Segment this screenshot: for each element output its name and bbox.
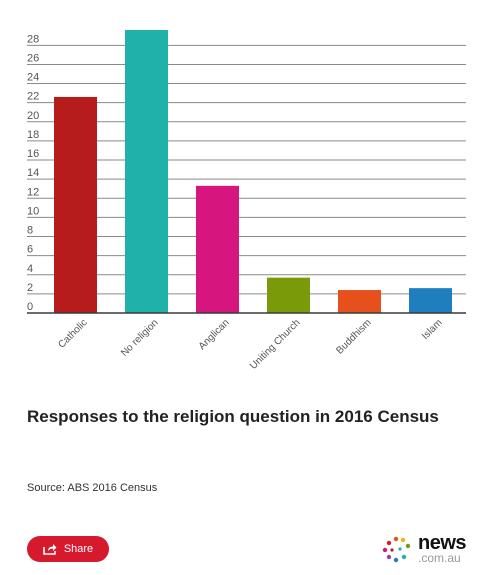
- y-tick-label: 28: [27, 33, 39, 45]
- bar-catholic[interactable]: [54, 96, 97, 313]
- share-icon: [43, 543, 57, 555]
- y-tick-label: 10: [27, 205, 39, 217]
- y-tick-label: 0: [27, 301, 33, 313]
- y-tick-label: 4: [27, 263, 33, 275]
- bar-no-religion[interactable]: [125, 30, 168, 314]
- y-tick-label: 26: [27, 52, 39, 64]
- x-category-label: Uniting Church: [248, 317, 303, 372]
- y-tick-label: 20: [27, 110, 39, 122]
- source-note: Source: ABS 2016 Census: [27, 482, 158, 494]
- bar-buddhism[interactable]: [338, 290, 381, 313]
- grid-lines: [27, 44, 466, 295]
- x-category-label: Islam: [420, 317, 445, 342]
- chart-title: Responses to the religion question in 20…: [27, 407, 439, 426]
- y-tick-label: 16: [27, 148, 39, 160]
- y-tick-label: 6: [27, 244, 33, 256]
- y-tick-label: 12: [27, 186, 39, 198]
- y-tick-label: 18: [27, 129, 39, 141]
- x-category-label: Anglican: [197, 317, 232, 352]
- y-tick-label: 2: [27, 282, 33, 294]
- x-category-label: Catholic: [56, 317, 89, 350]
- y-tick-label: 8: [27, 225, 33, 237]
- y-tick-label: 22: [27, 91, 39, 103]
- share-button[interactable]: Share: [27, 536, 109, 562]
- x-axis-labels: Catholic No religion Anglican Uniting Churc…: [56, 317, 444, 372]
- bar-uniting-church[interactable]: [267, 277, 310, 313]
- bar-islam[interactable]: [409, 288, 452, 313]
- x-category-label: Buddhism: [334, 317, 373, 356]
- bars: [54, 30, 452, 314]
- news-logo-wordmark: news: [418, 532, 467, 554]
- news-logo[interactable]: news .com.au: [382, 533, 472, 569]
- news-logo-dots-icon: [382, 536, 411, 563]
- x-category-label: No religion: [119, 317, 161, 359]
- y-tick-label: 14: [27, 167, 39, 179]
- news-logo-domain: .com.au: [418, 551, 461, 565]
- share-label: Share: [63, 543, 94, 555]
- y-tick-label: 24: [27, 72, 39, 84]
- bar-anglican[interactable]: [196, 185, 239, 313]
